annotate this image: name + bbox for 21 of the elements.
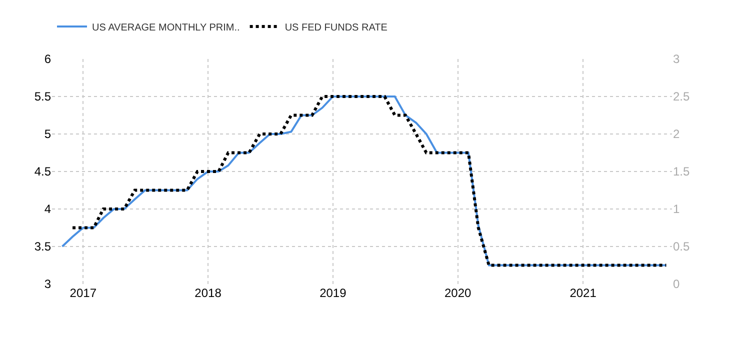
y2-tick-label: 0: [673, 277, 680, 292]
y2-tick-label: 1.5: [673, 164, 690, 179]
y2-tick-label: 1: [673, 202, 680, 216]
y2-tick-label: 2.5: [673, 90, 690, 104]
y-tick-label: 5: [44, 127, 52, 142]
legend-label: US FED FUNDS RATE: [284, 22, 388, 34]
y-tick-label: 3.5: [34, 240, 52, 254]
legend-label: US AVERAGE MONTHLY PRIM..: [92, 22, 240, 34]
x-tick-label: 2021: [570, 286, 597, 300]
y-tick-label: 6: [44, 52, 52, 66]
y2-tick-label: 0.5: [673, 240, 690, 254]
y-tick-label: 4.5: [34, 164, 52, 179]
x-tick-label: 2019: [320, 286, 347, 300]
x-tick-label: 2020: [444, 286, 472, 300]
y-tick-label: 4: [44, 202, 52, 216]
x-tick-label: 2017: [70, 286, 97, 300]
y-tick-label: 5.5: [34, 90, 52, 104]
y2-tick-label: 2: [673, 127, 680, 142]
y-tick-label: 3: [44, 277, 52, 292]
x-tick-label: 2018: [194, 286, 222, 300]
y2-tick-label: 3: [673, 52, 680, 66]
